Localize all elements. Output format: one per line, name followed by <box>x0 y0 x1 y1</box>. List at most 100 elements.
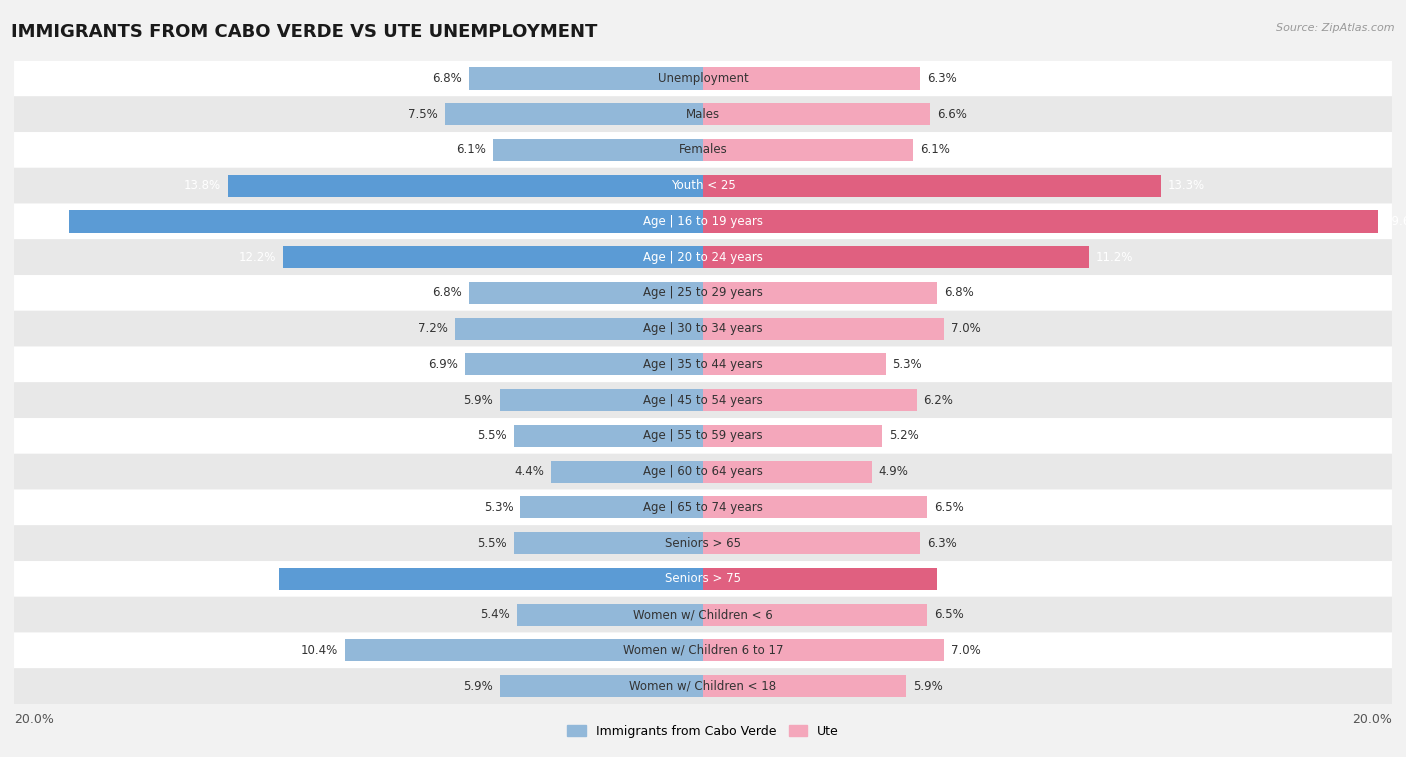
Bar <box>468 282 703 304</box>
Bar <box>703 246 1088 268</box>
FancyBboxPatch shape <box>14 668 1392 704</box>
Text: 7.5%: 7.5% <box>408 107 437 120</box>
Text: 6.1%: 6.1% <box>456 143 486 157</box>
Text: 4.4%: 4.4% <box>515 465 544 478</box>
Text: 20.0%: 20.0% <box>1353 713 1392 726</box>
Bar <box>703 532 920 554</box>
Bar <box>520 497 703 519</box>
Bar <box>703 175 1161 197</box>
FancyBboxPatch shape <box>14 597 1392 633</box>
Bar <box>703 103 931 125</box>
Text: Women w/ Children < 6: Women w/ Children < 6 <box>633 608 773 621</box>
Text: 6.3%: 6.3% <box>927 537 956 550</box>
Text: 6.3%: 6.3% <box>927 72 956 85</box>
Text: Source: ZipAtlas.com: Source: ZipAtlas.com <box>1277 23 1395 33</box>
Bar <box>703 640 945 662</box>
Text: 18.4%: 18.4% <box>25 215 62 228</box>
Bar <box>513 532 703 554</box>
Bar <box>499 389 703 411</box>
Legend: Immigrants from Cabo Verde, Ute: Immigrants from Cabo Verde, Ute <box>562 720 844 743</box>
Bar <box>280 568 703 590</box>
Text: 5.3%: 5.3% <box>893 358 922 371</box>
Text: 20.0%: 20.0% <box>14 713 53 726</box>
Text: Age | 65 to 74 years: Age | 65 to 74 years <box>643 501 763 514</box>
Text: Women w/ Children 6 to 17: Women w/ Children 6 to 17 <box>623 644 783 657</box>
Text: 6.8%: 6.8% <box>945 286 974 300</box>
FancyBboxPatch shape <box>14 239 1392 275</box>
Bar <box>551 460 703 483</box>
Bar <box>703 139 912 161</box>
Text: Males: Males <box>686 107 720 120</box>
Text: 5.2%: 5.2% <box>889 429 918 442</box>
Text: 4.9%: 4.9% <box>879 465 908 478</box>
FancyBboxPatch shape <box>14 490 1392 525</box>
Bar <box>228 175 703 197</box>
Text: 6.8%: 6.8% <box>945 572 974 585</box>
Text: Age | 20 to 24 years: Age | 20 to 24 years <box>643 251 763 263</box>
Bar <box>703 675 907 697</box>
FancyBboxPatch shape <box>14 453 1392 490</box>
Text: 5.9%: 5.9% <box>463 680 494 693</box>
Text: 11.2%: 11.2% <box>1095 251 1133 263</box>
Text: Age | 60 to 64 years: Age | 60 to 64 years <box>643 465 763 478</box>
FancyBboxPatch shape <box>14 275 1392 311</box>
Bar <box>69 210 703 232</box>
Bar <box>283 246 703 268</box>
Text: 5.5%: 5.5% <box>477 429 506 442</box>
FancyBboxPatch shape <box>14 382 1392 418</box>
Text: Age | 16 to 19 years: Age | 16 to 19 years <box>643 215 763 228</box>
Text: Age | 30 to 34 years: Age | 30 to 34 years <box>643 322 763 335</box>
Text: 7.0%: 7.0% <box>950 322 981 335</box>
FancyBboxPatch shape <box>14 561 1392 597</box>
FancyBboxPatch shape <box>14 132 1392 168</box>
Text: Youth < 25: Youth < 25 <box>671 179 735 192</box>
Text: Seniors > 75: Seniors > 75 <box>665 572 741 585</box>
Bar <box>703 460 872 483</box>
FancyBboxPatch shape <box>14 347 1392 382</box>
Text: 5.3%: 5.3% <box>484 501 513 514</box>
Text: 6.9%: 6.9% <box>429 358 458 371</box>
Bar <box>703 389 917 411</box>
Text: Women w/ Children < 18: Women w/ Children < 18 <box>630 680 776 693</box>
FancyBboxPatch shape <box>14 168 1392 204</box>
FancyBboxPatch shape <box>14 96 1392 132</box>
FancyBboxPatch shape <box>14 61 1392 96</box>
Bar <box>499 675 703 697</box>
Text: 5.9%: 5.9% <box>463 394 494 407</box>
Bar <box>703 354 886 375</box>
Text: 5.9%: 5.9% <box>912 680 943 693</box>
Text: 6.5%: 6.5% <box>934 608 963 621</box>
FancyBboxPatch shape <box>14 525 1392 561</box>
Text: Age | 35 to 44 years: Age | 35 to 44 years <box>643 358 763 371</box>
FancyBboxPatch shape <box>14 204 1392 239</box>
Text: 6.8%: 6.8% <box>432 286 461 300</box>
Text: 7.2%: 7.2% <box>418 322 449 335</box>
Text: 12.3%: 12.3% <box>235 572 273 585</box>
Bar <box>468 67 703 89</box>
Text: Age | 45 to 54 years: Age | 45 to 54 years <box>643 394 763 407</box>
Text: 5.5%: 5.5% <box>477 537 506 550</box>
Text: 12.2%: 12.2% <box>239 251 276 263</box>
Bar <box>703 603 927 626</box>
FancyBboxPatch shape <box>14 633 1392 668</box>
FancyBboxPatch shape <box>14 418 1392 453</box>
Bar <box>703 425 882 447</box>
Text: 6.2%: 6.2% <box>924 394 953 407</box>
Bar <box>703 210 1378 232</box>
Text: 5.4%: 5.4% <box>481 608 510 621</box>
Bar <box>703 67 920 89</box>
Bar <box>513 425 703 447</box>
Text: 6.6%: 6.6% <box>938 107 967 120</box>
Text: 6.5%: 6.5% <box>934 501 963 514</box>
Text: 19.6%: 19.6% <box>1385 215 1406 228</box>
Text: Unemployment: Unemployment <box>658 72 748 85</box>
Text: 13.8%: 13.8% <box>184 179 221 192</box>
Text: Females: Females <box>679 143 727 157</box>
Text: 10.4%: 10.4% <box>301 644 337 657</box>
Text: 7.0%: 7.0% <box>950 644 981 657</box>
Text: Seniors > 65: Seniors > 65 <box>665 537 741 550</box>
Text: 6.1%: 6.1% <box>920 143 950 157</box>
Bar <box>703 568 938 590</box>
Bar <box>703 497 927 519</box>
Bar <box>703 282 938 304</box>
